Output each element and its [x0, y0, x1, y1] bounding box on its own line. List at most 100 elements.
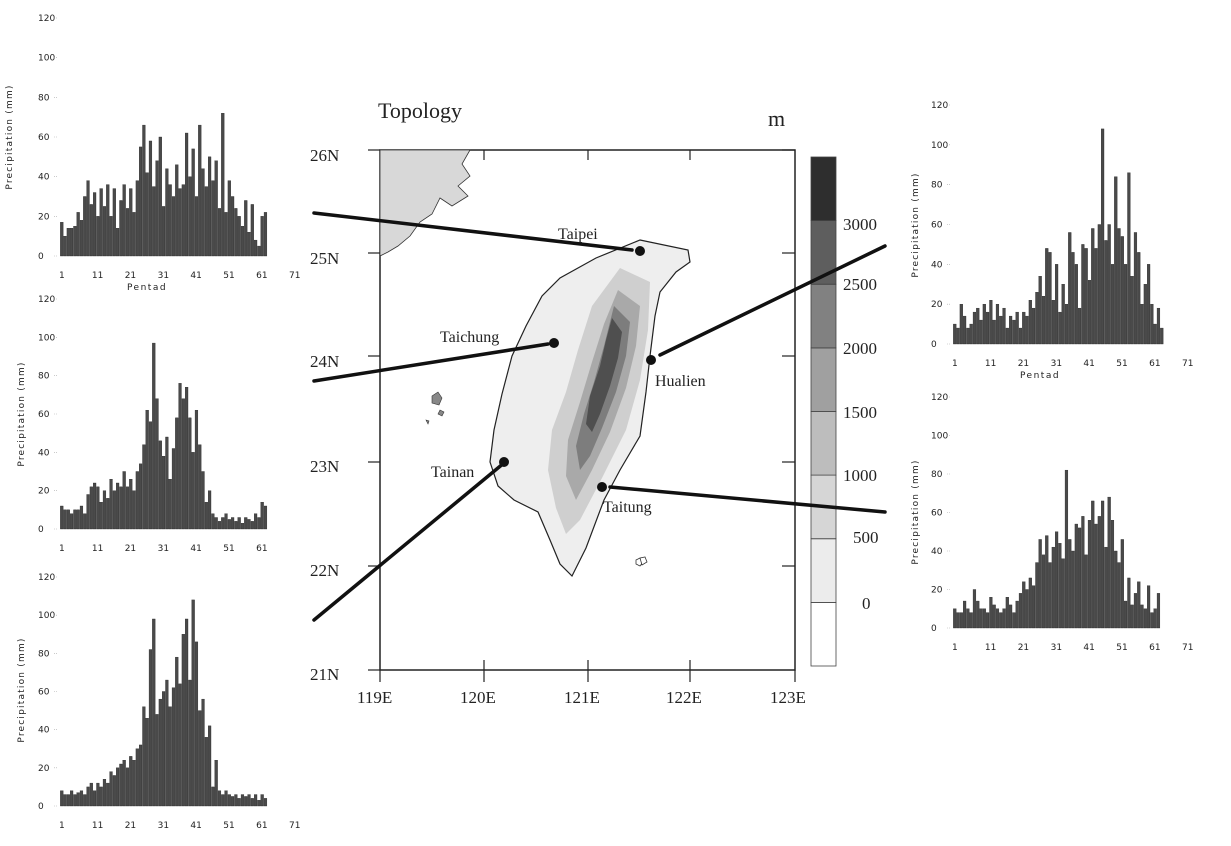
bar	[999, 612, 1003, 629]
bar	[89, 782, 93, 807]
bar	[93, 192, 97, 257]
colorbar-label-0: 0	[862, 594, 871, 613]
bar	[63, 509, 67, 530]
bar	[165, 436, 169, 530]
bar	[1124, 264, 1128, 345]
bar	[1156, 593, 1161, 629]
x-tick-label: 21	[1018, 643, 1029, 653]
bar	[247, 232, 251, 257]
bar	[135, 748, 139, 807]
bar	[148, 421, 153, 530]
bar	[1022, 311, 1026, 345]
x-tick-label: 51	[1116, 643, 1127, 653]
bar	[99, 501, 103, 530]
y-tick-label: 80	[931, 470, 943, 480]
bar	[102, 779, 107, 807]
bar	[1061, 284, 1065, 345]
bar	[204, 501, 208, 530]
bar	[109, 771, 113, 807]
bar	[1150, 303, 1154, 345]
bar	[1156, 307, 1161, 345]
bar	[158, 136, 162, 257]
bar	[1147, 585, 1151, 629]
bar	[122, 471, 126, 530]
bar	[211, 180, 215, 257]
bar	[132, 490, 136, 530]
bar	[989, 300, 993, 345]
y-tick-label: 80	[38, 93, 50, 103]
bar	[1091, 228, 1095, 345]
bar	[1061, 558, 1065, 629]
bar	[1137, 252, 1141, 345]
bar	[208, 490, 212, 530]
bar	[1110, 520, 1115, 629]
bar	[1153, 608, 1157, 629]
colorbar-box	[810, 156, 837, 221]
bar	[1025, 589, 1029, 629]
station-label-taipei: Taipei	[558, 226, 598, 243]
station-marker-tainan	[499, 457, 509, 467]
x-tick-label: 61	[1149, 359, 1160, 369]
bar	[109, 216, 113, 257]
y-tick-label: 100	[38, 333, 55, 343]
bar	[989, 597, 993, 629]
bar	[217, 208, 222, 257]
bar	[1015, 600, 1019, 629]
lon-label-119e: 119E	[357, 688, 392, 707]
station-label-tainan: Tainan	[431, 464, 474, 481]
bar	[162, 455, 166, 530]
y-tick-label: 40	[38, 448, 50, 458]
bar	[1081, 516, 1085, 629]
bar	[145, 409, 149, 530]
bar	[165, 679, 169, 807]
bar	[237, 517, 241, 530]
bar	[227, 519, 231, 530]
orchid-island	[639, 556, 648, 566]
bar	[956, 612, 960, 629]
bar	[1101, 500, 1105, 629]
bar	[116, 767, 120, 807]
bar	[1055, 264, 1059, 345]
bar	[155, 398, 159, 530]
bar	[158, 440, 162, 530]
x-tick-label: 61	[256, 544, 267, 554]
colorbar-box	[810, 283, 837, 349]
x-tick-label: 11	[985, 359, 996, 369]
bar	[208, 156, 212, 257]
connector-taitung	[608, 485, 887, 514]
bar	[106, 184, 110, 257]
x-tick-label: 21	[1018, 359, 1029, 369]
bar	[1143, 284, 1147, 345]
bar	[70, 790, 74, 807]
x-tick-label: 51	[223, 544, 234, 554]
bar	[148, 649, 153, 807]
bar	[198, 444, 202, 530]
bar	[145, 172, 149, 257]
y-tick-label: 20	[931, 300, 943, 310]
bar	[1009, 604, 1013, 629]
bar	[119, 763, 123, 807]
bar	[188, 176, 192, 257]
x-tick-label: 61	[1149, 643, 1160, 653]
bar	[139, 463, 143, 530]
bar	[102, 490, 107, 530]
bar	[129, 188, 133, 257]
x-tick-label: 11	[92, 544, 103, 554]
bar	[139, 744, 143, 807]
bar	[86, 180, 90, 257]
y-tick-label: 120	[931, 393, 948, 403]
bar	[1120, 236, 1124, 345]
colorbar-box	[810, 538, 837, 603]
x-tick-label: 71	[1182, 643, 1193, 653]
bar	[142, 706, 146, 807]
connector-lines	[312, 211, 887, 622]
bar	[1107, 224, 1111, 345]
y-tick-label: 60	[931, 221, 943, 231]
bar	[976, 307, 980, 345]
bar	[992, 604, 996, 629]
bar	[953, 323, 957, 345]
station-markers: Taipei Taichung Hualien Tainan Taitung	[431, 226, 706, 516]
bar	[1028, 577, 1032, 629]
